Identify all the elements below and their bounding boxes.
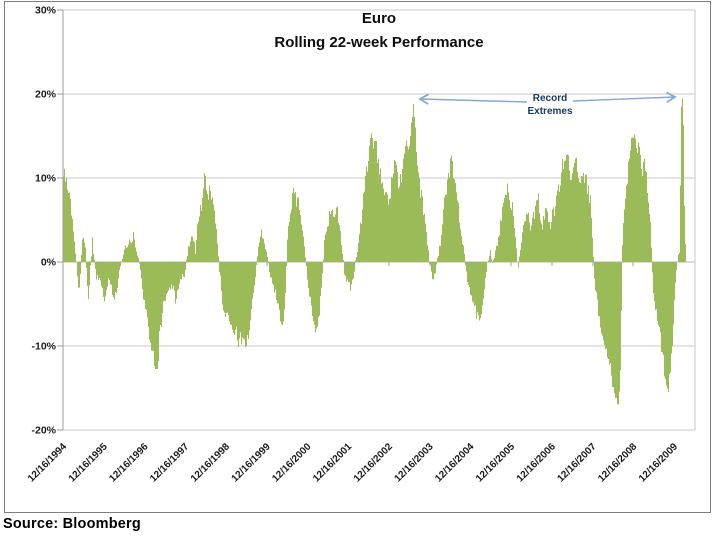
record-extremes-annotation: Record Extremes [495, 92, 605, 118]
svg-text:12/16/1997: 12/16/1997 [148, 441, 191, 484]
svg-text:-20%: -20% [31, 425, 56, 437]
svg-text:12/16/2008: 12/16/2008 [596, 441, 639, 484]
annotation-line-1: Record [532, 93, 568, 104]
svg-text:12/16/2009: 12/16/2009 [637, 441, 680, 484]
svg-text:12/16/1994: 12/16/1994 [26, 441, 69, 484]
chart-title-block: Euro Rolling 22-week Performance [199, 7, 559, 54]
y-axis-labels: 30% 20% 10% 0% -10% -20% [31, 5, 56, 437]
x-axis-labels: 12/16/199412/16/199512/16/199612/16/1997… [26, 441, 680, 484]
svg-text:12/16/2007: 12/16/2007 [555, 441, 598, 484]
svg-text:30%: 30% [35, 5, 57, 17]
svg-text:10%: 10% [35, 173, 57, 185]
svg-text:12/16/2004: 12/16/2004 [433, 441, 476, 484]
svg-text:12/16/2006: 12/16/2006 [515, 441, 558, 484]
svg-text:12/16/2003: 12/16/2003 [393, 441, 436, 484]
axes [57, 9, 675, 431]
chart-title: Euro [361, 10, 397, 27]
svg-text:-10%: -10% [31, 341, 56, 353]
gridlines [63, 9, 696, 431]
chart-subtitle: Rolling 22-week Performance [274, 34, 484, 51]
svg-text:12/16/2002: 12/16/2002 [352, 441, 395, 484]
source-label: Source: Bloomberg [3, 516, 141, 532]
svg-text:12/16/2001: 12/16/2001 [311, 441, 354, 484]
svg-text:20%: 20% [35, 89, 57, 101]
bars-series [63, 98, 686, 405]
annotation-line-2: Extremes [527, 106, 573, 117]
svg-text:12/16/2000: 12/16/2000 [270, 441, 313, 484]
svg-text:12/16/1999: 12/16/1999 [230, 441, 273, 484]
annotation-arrows [418, 91, 677, 105]
svg-text:12/16/1996: 12/16/1996 [107, 441, 150, 484]
svg-text:12/16/1998: 12/16/1998 [189, 441, 232, 484]
svg-text:0%: 0% [41, 257, 57, 269]
svg-text:12/16/1995: 12/16/1995 [67, 441, 110, 484]
svg-text:12/16/2005: 12/16/2005 [474, 441, 517, 484]
